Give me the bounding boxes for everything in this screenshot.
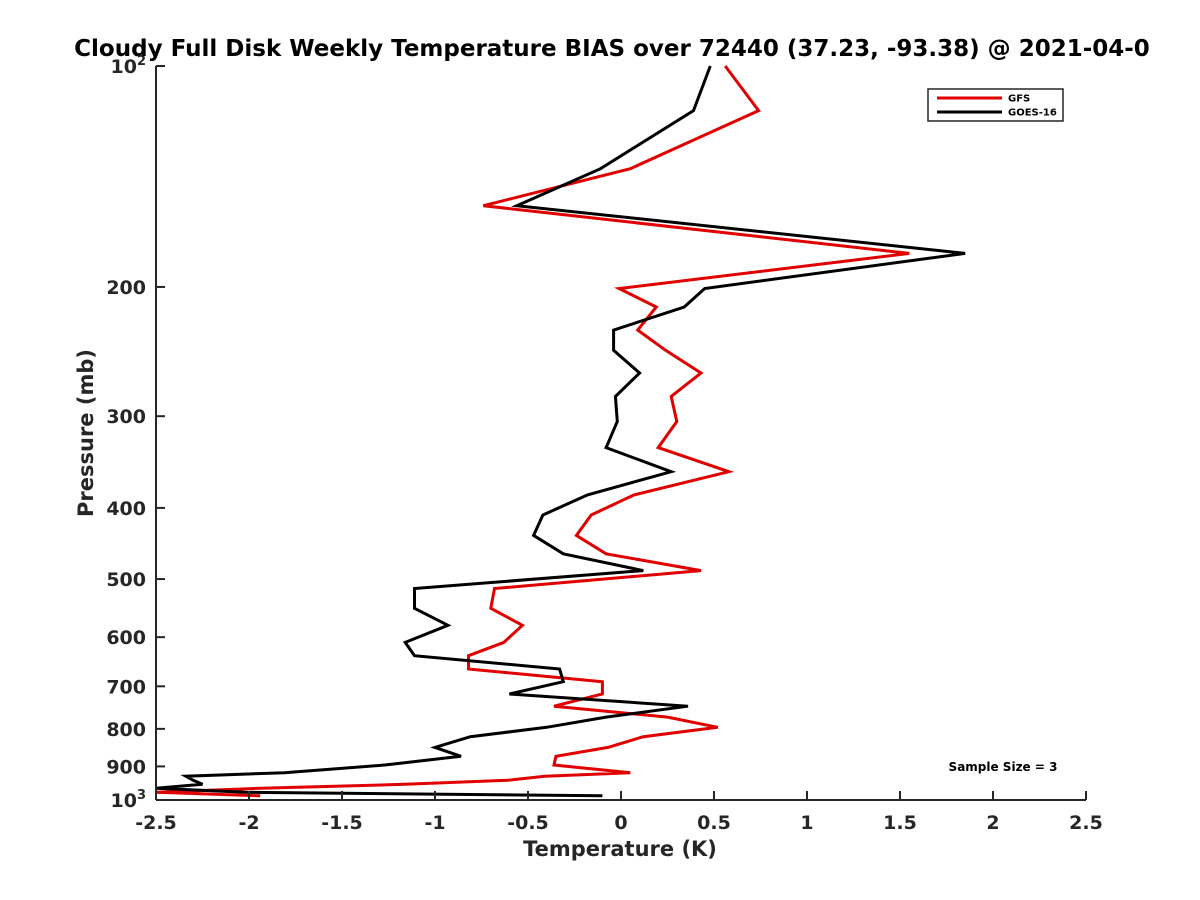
x-tick-label: 1 — [800, 812, 813, 834]
x-tick-label: -2 — [238, 812, 259, 834]
series-line-goes-16 — [155, 65, 966, 798]
y-tick-label: 600 — [106, 627, 146, 649]
y-tick-label: 400 — [106, 498, 146, 520]
x-tick-label: -1.5 — [321, 812, 363, 834]
legend-box — [927, 88, 1064, 122]
y-tick-label: 700 — [106, 676, 146, 698]
x-tick-label: -0.5 — [507, 812, 549, 834]
x-tick-label: 2.5 — [1069, 812, 1103, 834]
legend: GFS GOES-16 — [927, 88, 1064, 122]
x-axis-title: Temperature (K) — [523, 837, 717, 861]
x-tick-label: 2 — [986, 812, 999, 834]
chart-title: Cloudy Full Disk Weekly Temperature BIAS… — [74, 36, 1150, 62]
y-axis-ticks: 102 200 300 400 500 600 700 800 900 103 — [106, 54, 165, 812]
x-axis-ticks: -2.5 -2 -1.5 -1 -0.5 0 0.5 1 1.5 2 2.5 — [135, 791, 1103, 834]
x-tick-label: 1.5 — [883, 812, 917, 834]
x-tick-label: -2.5 — [135, 812, 177, 834]
series-line-gfs — [155, 65, 910, 798]
y-tick-label: 800 — [106, 719, 146, 741]
x-tick-label: 0.5 — [697, 812, 731, 834]
y-tick-label: 200 — [106, 277, 146, 299]
legend-label: GFS — [1008, 94, 1030, 105]
x-tick-label: -1 — [424, 812, 445, 834]
y-tick-label: 102 — [111, 54, 147, 78]
sample-size-annotation: Sample Size = 3 — [949, 760, 1058, 774]
y-tick-label: 900 — [106, 756, 146, 778]
x-tick-label: 0 — [614, 812, 627, 834]
y-axis-title: Pressure (mb) — [74, 349, 98, 517]
y-tick-label: 300 — [106, 406, 146, 428]
y-tick-label: 500 — [106, 569, 146, 591]
legend-label: GOES-16 — [1008, 108, 1057, 119]
y-tick-label: 103 — [111, 788, 147, 812]
plot-lines — [155, 65, 966, 798]
